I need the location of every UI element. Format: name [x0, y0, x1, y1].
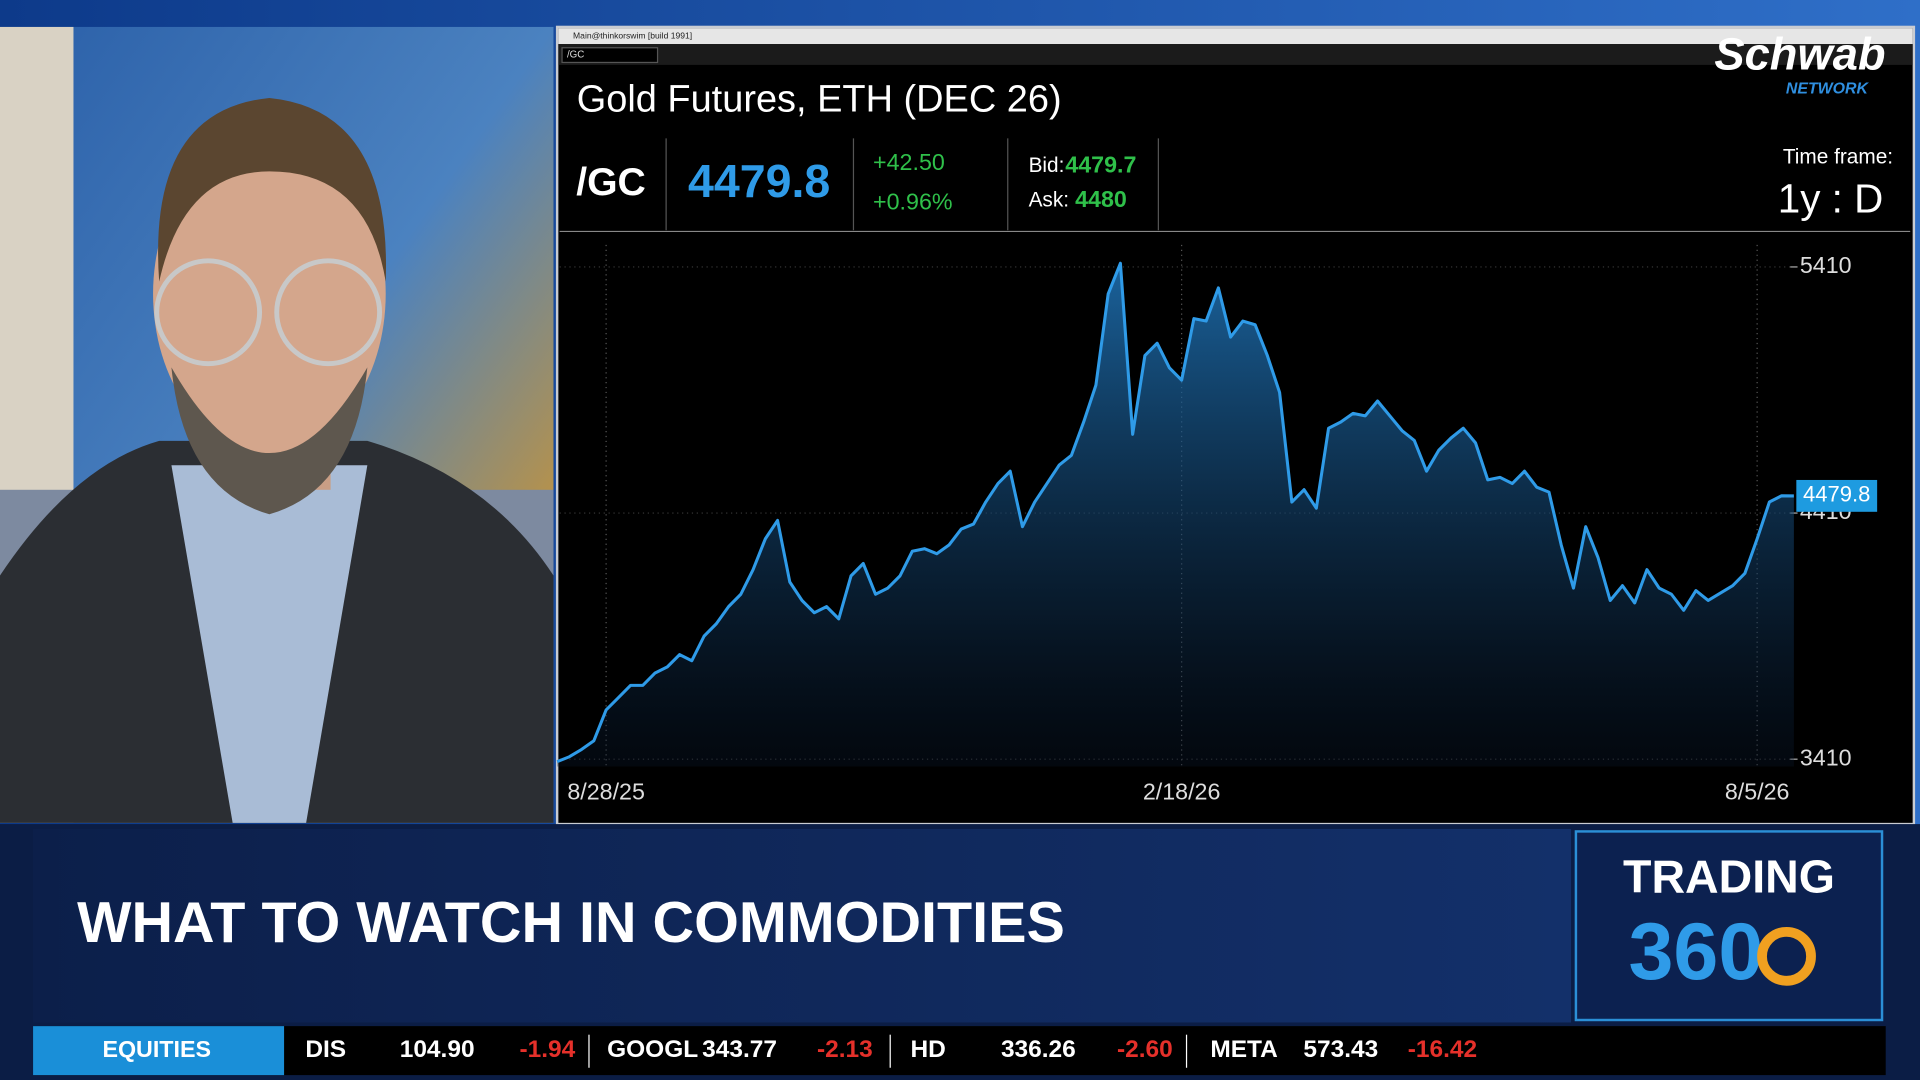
ticker-label: EQUITIES: [102, 1036, 211, 1062]
last-price-tag: [1796, 479, 1878, 512]
ticker-change: -2.13: [817, 1036, 873, 1063]
symbol: /GC: [576, 161, 646, 204]
timeframe: 1y : D: [1778, 176, 1884, 222]
instrument-title: Gold Futures, ETH (DEC 26): [577, 79, 1062, 121]
y-tick-label: 3410: [1800, 744, 1852, 770]
ticker-items: DIS 104.90 -1.94 GOOGL 343.77 -2.13 HD 3…: [305, 1034, 1477, 1068]
x-tick-label: 2/18/26: [1143, 779, 1221, 805]
bid: 4479.7: [1065, 152, 1136, 178]
ticker-change: -2.60: [1117, 1036, 1173, 1063]
logo-ring: [1757, 926, 1816, 986]
window-titlebar: [558, 28, 1913, 45]
price-line: [556, 261, 1794, 764]
ticker-symbol: META: [1210, 1036, 1278, 1063]
ticker-category: [33, 1026, 285, 1076]
ticker-symbol: DIS: [305, 1036, 346, 1063]
headline-band: [33, 828, 1572, 1023]
x-tick-label: 8/5/26: [1725, 779, 1790, 805]
ticker-symbol: HD: [910, 1036, 945, 1063]
net-change: +42.50: [873, 149, 945, 175]
symbol-box[interactable]: [561, 47, 659, 64]
toolbar: [558, 44, 1913, 65]
toolbar-symbol: /GC: [567, 50, 584, 61]
ticker-symbol: GOOGL: [607, 1036, 698, 1063]
header-dividers: [559, 138, 1911, 233]
ticker-price: 104.90: [400, 1036, 475, 1063]
timeframe-label: Time frame:: [1783, 145, 1893, 168]
headline: WHAT TO WATCH IN COMMODITIES: [77, 891, 1065, 955]
ask-label: Ask:: [1029, 188, 1069, 211]
ticker-price: 336.26: [1001, 1036, 1076, 1063]
window-title: Main@thinkorswim [build 1991]: [573, 30, 692, 40]
y-tick-label: 5410: [1800, 252, 1852, 278]
last-price: 4479.8: [688, 155, 830, 207]
brand-sub: NETWORK: [1786, 81, 1870, 98]
ticker-price: 573.43: [1303, 1036, 1378, 1063]
last-price-tag-label: 4479.8: [1803, 482, 1870, 507]
pct-change: +0.96%: [873, 188, 953, 214]
ticker-price: 343.77: [702, 1036, 777, 1063]
bid-label: Bid:: [1029, 154, 1065, 177]
show-number: 360: [1629, 907, 1764, 997]
presenter-video: [0, 26, 554, 823]
price-chart: 8/28/252/18/268/5/263410441054104479.8: [556, 244, 1878, 805]
ticker-bar: [33, 1026, 1886, 1076]
area-fill: [557, 263, 1794, 767]
x-tick-label: 8/28/25: [567, 779, 645, 805]
ask: 4480: [1075, 186, 1127, 212]
ticker-change: -16.42: [1408, 1036, 1477, 1063]
brand-logo: Schwab: [1714, 29, 1885, 80]
show-name: TRADING: [1623, 851, 1835, 903]
show-logo-box: [1574, 830, 1884, 1022]
ticker-change: -1.94: [519, 1036, 575, 1063]
